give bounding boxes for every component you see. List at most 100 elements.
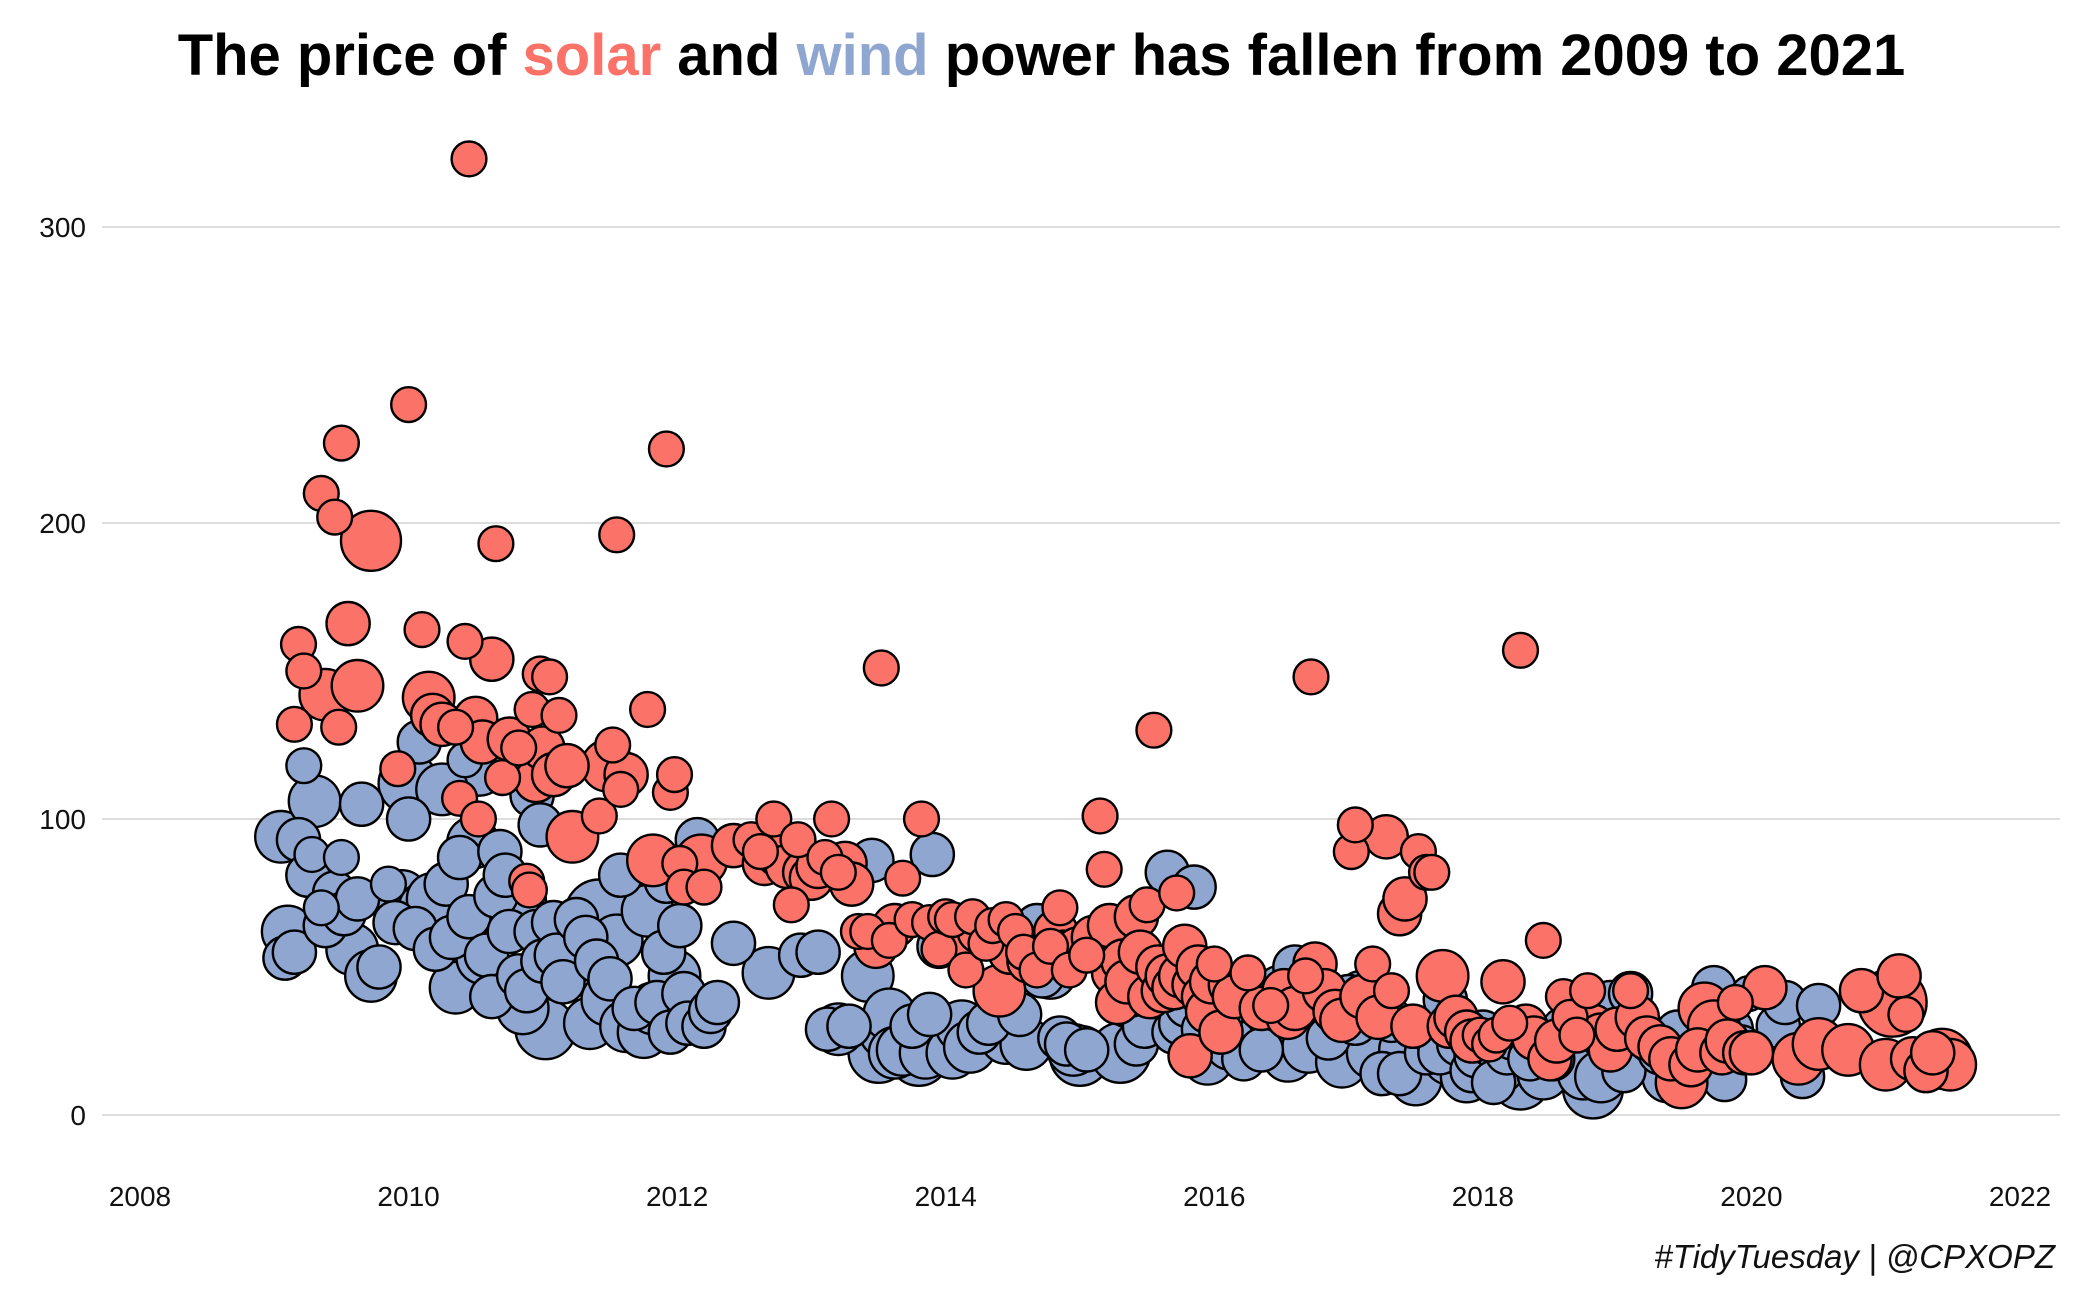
y-axis-ticks: 0 100 200 300 — [39, 212, 86, 1131]
x-tick-label: 2008 — [109, 1181, 171, 1212]
solar-point — [772, 886, 810, 924]
solar-point — [1382, 876, 1428, 922]
solar-point — [379, 750, 417, 788]
solar-point — [275, 705, 313, 743]
wind-point — [1063, 1027, 1110, 1073]
x-tick-label: 2010 — [377, 1181, 439, 1212]
solar-point — [1167, 1033, 1213, 1079]
solar-point — [947, 951, 985, 989]
wind-point — [302, 889, 340, 927]
solar-point — [1491, 1004, 1529, 1042]
solar-point — [819, 853, 857, 891]
solar-point — [459, 800, 497, 838]
solar-point — [1372, 972, 1411, 1010]
solar-point — [594, 726, 632, 764]
wind-point — [694, 979, 741, 1026]
y-tick-label: 0 — [70, 1100, 86, 1131]
solar-point — [1568, 972, 1607, 1010]
solar-point — [902, 800, 941, 838]
solar-point — [1413, 853, 1451, 891]
solar-point — [602, 770, 640, 808]
solar-point — [316, 498, 354, 536]
solar-point — [812, 800, 851, 838]
wind-point — [587, 956, 633, 1002]
solar-point — [1415, 948, 1470, 1003]
solar-point — [450, 140, 488, 178]
wind-point — [657, 902, 703, 949]
wind-point — [906, 991, 953, 1038]
solar-point — [320, 708, 358, 746]
solar-point — [1085, 850, 1123, 888]
solar-point — [685, 868, 723, 906]
solar-point — [1909, 1030, 1956, 1076]
chart-caption: #TidyTuesday | @CPXOPZ — [1654, 1238, 2055, 1275]
y-tick-label: 100 — [39, 804, 86, 835]
solar-point — [544, 742, 590, 789]
solar-point — [1501, 631, 1540, 669]
wind-point — [710, 920, 757, 967]
solar-point — [285, 652, 323, 690]
solar-point — [1252, 986, 1290, 1025]
solar-point — [403, 610, 441, 649]
solar-point — [446, 622, 484, 660]
solar-point — [500, 729, 538, 767]
chart-title: The price of solar and wind power has fa… — [0, 22, 2083, 89]
title-part1: The price of — [177, 23, 523, 88]
wind-point — [385, 796, 432, 842]
solar-point — [1336, 806, 1374, 844]
solar-point — [1716, 983, 1754, 1022]
y-tick-label: 200 — [39, 508, 86, 539]
title-wind-word: wind — [796, 23, 929, 88]
solar-point — [1876, 953, 1922, 999]
x-tick-label: 2018 — [1452, 1181, 1514, 1212]
solar-point — [1068, 936, 1106, 974]
solar-point — [530, 658, 569, 696]
x-tick-label: 2012 — [646, 1181, 708, 1212]
wind-point — [322, 838, 360, 877]
solar-point — [540, 696, 578, 734]
solar-point — [477, 525, 515, 563]
x-tick-label: 2014 — [915, 1181, 977, 1212]
solar-point — [1195, 945, 1233, 983]
solar-point — [1611, 972, 1650, 1010]
wind-point — [436, 834, 483, 881]
wind-point — [826, 1003, 872, 1049]
wind-point — [540, 959, 586, 1005]
solar-point — [339, 509, 403, 572]
solar-point — [755, 800, 793, 838]
solar-point — [437, 708, 475, 746]
solar-point — [1229, 954, 1267, 992]
solar-point — [1887, 995, 1925, 1033]
solar-point — [1558, 1016, 1596, 1054]
solar-point — [580, 797, 618, 835]
solar-point — [741, 832, 779, 871]
solar-point — [330, 658, 385, 713]
solar-point — [1524, 921, 1562, 959]
wind-point — [356, 944, 402, 990]
wind-point — [338, 781, 385, 828]
x-axis-ticks: 2008 2010 2012 2014 2016 2018 2020 2022 — [109, 1181, 2051, 1212]
solar-point — [1286, 957, 1325, 995]
solar-point — [1480, 959, 1526, 1005]
solar-point — [325, 600, 371, 647]
solar-point — [1728, 1030, 1775, 1076]
solar-point — [779, 821, 817, 859]
solar-point — [1158, 874, 1196, 912]
solar-point — [598, 516, 636, 554]
solar-point — [484, 758, 522, 797]
solar-point — [390, 386, 428, 424]
x-tick-label: 2022 — [1989, 1181, 2051, 1212]
wind-point — [285, 747, 323, 785]
solar-point — [510, 871, 548, 909]
solar-point — [1135, 711, 1173, 749]
solar-point — [862, 649, 900, 687]
title-solar-word: solar — [522, 23, 662, 88]
y-tick-label: 300 — [39, 212, 86, 243]
solar-point — [1354, 945, 1392, 983]
wind-point — [795, 929, 841, 976]
x-tick-label: 2020 — [1720, 1181, 1782, 1212]
solar-series — [275, 140, 1978, 1110]
solar-point — [1081, 797, 1119, 835]
title-part3: power has fallen from 2009 to 2021 — [928, 23, 1906, 88]
